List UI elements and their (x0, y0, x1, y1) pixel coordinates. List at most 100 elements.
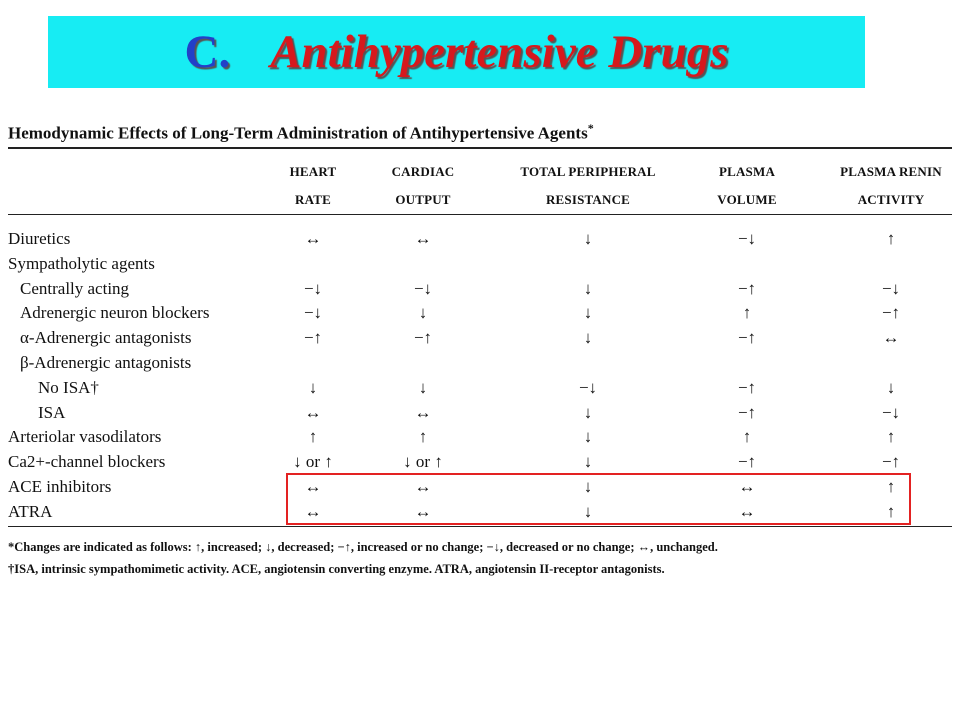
row-label: Diuretics (8, 229, 71, 248)
column-header-5: PLASMA RENIN ACTIVITY (831, 158, 951, 214)
table-row: Centrally acting −↓ −↓ ↓ −↑ −↓ (0, 276, 960, 301)
table-cell: ↔ (414, 229, 432, 248)
row-label: ATRA (8, 501, 53, 521)
footnote-legend: *Changes are indicated as follows: ↑, in… (8, 540, 718, 554)
table-cell: ↑ (886, 477, 896, 496)
column-header-line2: ACTIVITY (857, 192, 925, 207)
table-cell: −↓ (303, 278, 323, 298)
column-header-line2: VOLUME (717, 192, 777, 207)
table-title: Hemodynamic Effects of Long-Term Adminis… (8, 121, 594, 144)
table-cell: ↓ (583, 229, 593, 248)
table-bottom-rule (8, 526, 952, 527)
column-header-line1: PLASMA (718, 164, 776, 179)
table-header-rule (8, 214, 952, 215)
table-cell: ↓ (583, 427, 593, 447)
table-cell: ↓ (886, 377, 896, 397)
column-header-3: TOTAL PERIPHERAL RESISTANCE (503, 158, 673, 214)
table-cell: −↑ (413, 328, 433, 348)
table-cell: −↑ (737, 328, 757, 348)
table-cell: ↓ (583, 278, 593, 298)
table-cell: −↑ (881, 303, 901, 323)
table-cell: ↔ (738, 477, 756, 496)
row-label: ISA (38, 402, 66, 422)
table-cell: ↔ (304, 229, 322, 248)
row-label: β-Adrenergic antagonists (20, 353, 192, 372)
table-cell: ↑ (742, 303, 752, 323)
table-cell: ↓ (583, 501, 593, 521)
table-cell: ↓ (418, 377, 428, 397)
footnote-abbreviations: †ISA, intrinsic sympathomimetic activity… (8, 562, 665, 576)
column-header-line1: PLASMA RENIN (840, 164, 942, 179)
table-cell: ↑ (886, 501, 896, 521)
slide-title: Antihypertensive Drugs (270, 26, 729, 78)
table-cell: ↔ (738, 501, 756, 521)
table-cell: ↑ (886, 427, 896, 447)
table-cell: ↔ (414, 402, 432, 422)
slide-title-letter: C. (184, 26, 231, 78)
table-cell: ↔ (304, 501, 322, 521)
table-title-footnote-mark: * (587, 121, 594, 135)
table-row: ISA ↔ ↔ ↓ −↑ −↓ (0, 400, 960, 425)
table-cell: ↑ (886, 229, 896, 248)
table-cell: −↑ (737, 377, 757, 397)
table-row: ATRA ↔ ↔ ↓ ↔ ↑ (0, 499, 960, 524)
table-top-rule (8, 147, 952, 149)
table-title-text: Hemodynamic Effects of Long-Term Adminis… (8, 123, 588, 143)
table-cell: −↑ (737, 452, 757, 472)
table-cell: ↔ (304, 477, 322, 496)
column-header-line2: RESISTANCE (545, 192, 631, 207)
table-cell: ↓ (583, 328, 593, 348)
table-cell: ↔ (304, 402, 322, 422)
row-label: Sympatholytic agents (8, 253, 155, 273)
highlight-box (286, 473, 911, 525)
column-header-line1: CARDIAC (391, 164, 455, 179)
table-row: Arteriolar vasodilators ↑ ↑ ↓ ↑ ↑ (0, 424, 960, 449)
table-cell: ↓ (583, 452, 593, 472)
table-cell: ↑ (308, 427, 318, 447)
table-cell: ↔ (414, 501, 432, 521)
table-cell: ↓ (583, 477, 593, 496)
row-label: Adrenergic neuron blockers (20, 303, 210, 323)
column-header-line1: HEART (289, 164, 337, 179)
table-row: β-Adrenergic antagonists (0, 350, 960, 375)
table-cell: ↓ (308, 377, 318, 397)
table-cell: −↑ (303, 328, 323, 348)
table-row: ACE inhibitors ↔ ↔ ↓ ↔ ↑ (0, 474, 960, 499)
table-cell: −↑ (737, 278, 757, 298)
table-cell: ↓ or ↑ (293, 452, 333, 472)
table-cell: ↓ (418, 303, 428, 323)
table-cell: −↑ (737, 402, 757, 422)
table-cell: ↑ (742, 427, 752, 447)
row-label: α-Adrenergic antagonists (20, 328, 192, 348)
column-header-1: HEART RATE (268, 158, 358, 214)
table-cell: ↓ or ↑ (403, 452, 443, 472)
row-label: Centrally acting (20, 278, 130, 298)
row-label: Arteriolar vasodilators (8, 427, 162, 447)
table-cell: ↔ (882, 328, 900, 348)
table-cell: −↓ (881, 402, 901, 422)
table-row: α-Adrenergic antagonists −↑ −↑ ↓ −↑ ↔ (0, 325, 960, 350)
row-label: ACE inhibitors (8, 477, 112, 496)
table-cell: −↓ (737, 229, 757, 248)
row-label: Ca2+-channel blockers (8, 452, 166, 472)
table-cell: ↔ (414, 477, 432, 496)
column-header-line2: RATE (295, 192, 331, 207)
table-cell: −↑ (881, 452, 901, 472)
table-cell: ↓ (583, 303, 593, 323)
table-row: Diuretics ↔ ↔ ↓ −↓ ↑ (0, 226, 960, 251)
table-cell: −↓ (413, 278, 433, 298)
table-cell: ↓ (583, 402, 593, 422)
column-header-2: CARDIAC OUTPUT (373, 158, 473, 214)
column-header-line2: OUTPUT (395, 192, 451, 207)
table-cell: −↓ (881, 278, 901, 298)
table-row: Ca2+-channel blockers ↓ or ↑ ↓ or ↑ ↓ −↑ −↑ (0, 449, 960, 474)
table-cell: −↓ (578, 377, 598, 397)
slide-title-banner: C. Antihypertensive Drugs (48, 16, 865, 88)
column-header-line1: TOTAL PERIPHERAL (520, 164, 656, 179)
table-row: Adrenergic neuron blockers −↓ ↓ ↓ ↑ −↑ (0, 300, 960, 325)
column-header-4: PLASMA VOLUME (697, 158, 797, 214)
table-row: No ISA† ↓ ↓ −↓ −↑ ↓ (0, 375, 960, 400)
table-cell: ↑ (418, 427, 428, 447)
table-cell: −↓ (303, 303, 323, 323)
row-label: No ISA† (38, 377, 99, 397)
